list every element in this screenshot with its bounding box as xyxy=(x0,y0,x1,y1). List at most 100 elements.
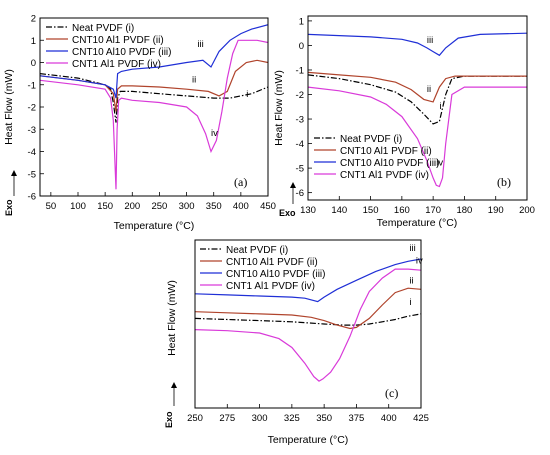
xtick-label-a-8: 450 xyxy=(260,201,276,212)
annotation-b-1: ii xyxy=(427,84,431,95)
annotation-c-0: iii xyxy=(409,243,415,254)
panel-c-label: (c) xyxy=(385,386,398,400)
xtick-label-b-0: 130 xyxy=(300,205,316,216)
xtick-label-c-7: 425 xyxy=(413,413,429,424)
legend-b-0-label: Neat PVDF (i) xyxy=(340,134,402,145)
panel-c-frame xyxy=(194,239,422,409)
annotation-b-3: iv xyxy=(436,158,443,169)
legend-c-1-label: CNT10 Al1 PVDF (ii) xyxy=(226,257,318,268)
panel-b-frame xyxy=(307,15,528,201)
xtick-label-b-7: 200 xyxy=(519,205,535,216)
panel-a-xlabel: Temperature (°C) xyxy=(114,220,195,232)
series-b-3 xyxy=(308,86,527,188)
xtick-label-a-3: 200 xyxy=(124,201,140,212)
series-b-1 xyxy=(308,71,527,103)
annotation-a-2: i xyxy=(246,89,248,100)
annotation-a-0: iii xyxy=(197,39,203,50)
panel-a-ticks: 50 100 150 200 250 300 350 400 450 -6 -5 -4 -3 -2 -1 0 1… xyxy=(28,14,276,213)
xtick-label-b-1: 140 xyxy=(331,205,347,216)
panel-c-series xyxy=(195,258,421,382)
ytick-label-a-8: 2 xyxy=(31,14,36,25)
legend-a-3-label: CNT1 Al1 PVDF (iv) xyxy=(72,59,161,70)
legend-c-0-label: Neat PVDF (i) xyxy=(226,245,288,256)
xtick-label-c-3: 325 xyxy=(284,413,300,424)
xtick-label-a-7: 400 xyxy=(233,201,249,212)
panel-a-exo: Exo xyxy=(4,170,17,216)
series-c-1 xyxy=(195,287,421,330)
xtick-label-b-2: 150 xyxy=(363,205,379,216)
ytick-label-a-6: 0 xyxy=(31,58,36,69)
annotation-a-1: ii xyxy=(192,75,196,86)
panel-b-exo: Exo xyxy=(279,182,296,218)
legend-a-1-label: CNT10 Al1 PVDF (ii) xyxy=(72,35,164,46)
panel-a-exo-text: Exo xyxy=(4,199,14,216)
panel-b-exo-text: Exo xyxy=(279,208,296,218)
ytick-label-a-0: -6 xyxy=(28,192,36,203)
legend-c-2-label: CNT10 Al10 PVDF (iii) xyxy=(226,269,325,280)
annotation-c-3: i xyxy=(409,297,411,308)
panel-b-series xyxy=(308,32,527,188)
xtick-label-c-4: 350 xyxy=(316,413,332,424)
ytick-label-a-1: -5 xyxy=(28,169,36,180)
xtick-label-a-6: 350 xyxy=(206,201,222,212)
panel-b-ylabel: Heat Flow (mW) xyxy=(273,70,285,146)
legend-a-2-label: CNT10 Al10 PVDF (iii) xyxy=(72,47,171,58)
legend-c-3-label: CNT1 Al1 PVDF (iv) xyxy=(226,281,315,292)
ytick-label-a-2: -4 xyxy=(28,147,36,158)
xtick-label-c-0: 250 xyxy=(187,413,203,424)
series-c-0 xyxy=(195,313,421,326)
annotation-a-3: iv xyxy=(211,128,218,139)
panel-a-exo-arrowhead xyxy=(11,170,17,176)
series-a-0 xyxy=(40,73,268,123)
annotation-b-2: i xyxy=(439,101,441,112)
panel-a-frame xyxy=(39,17,269,197)
xtick-label-a-0: 50 xyxy=(46,201,57,212)
xtick-label-a-5: 300 xyxy=(179,201,195,212)
legend-b-1-label: CNT10 Al1 PVDF (ii) xyxy=(340,146,432,157)
xtick-label-b-4: 170 xyxy=(425,205,441,216)
ytick-label-b-0: -6 xyxy=(296,188,304,199)
panel-c-exo-arrowhead xyxy=(171,382,177,388)
series-a-2 xyxy=(40,24,268,99)
panel-c-exo: Exo xyxy=(164,382,177,428)
ytick-label-b-2: -4 xyxy=(296,139,304,150)
panel-a-legend: Neat PVDF (i) CNT10 Al1 PVDF (ii) CNT10 … xyxy=(46,23,171,70)
xtick-label-a-4: 250 xyxy=(151,201,167,212)
ytick-label-b-6: 0 xyxy=(299,41,304,52)
xtick-label-c-6: 400 xyxy=(381,413,397,424)
ytick-label-a-3: -3 xyxy=(28,125,36,136)
panel-b-label: (b) xyxy=(497,175,511,189)
xtick-label-c-1: 275 xyxy=(219,413,235,424)
series-c-2 xyxy=(195,258,421,303)
panel-c-exo-text: Exo xyxy=(164,411,174,428)
panel-c-legend: Neat PVDF (i) CNT10 Al1 PVDF (ii) CNT10 … xyxy=(200,245,325,292)
ytick-label-b-1: -5 xyxy=(296,164,304,175)
annotation-c-1: iv xyxy=(416,256,423,267)
series-b-2 xyxy=(308,32,527,57)
annotation-c-2: ii xyxy=(409,276,413,287)
panel-a-ylabel: Heat Flow (mW) xyxy=(3,69,15,145)
legend-b-2-label: CNT10 Al10 PVDF (iii) xyxy=(340,158,439,169)
panel-b-ticks: 130 140 150 160 170 180 190 200 -6 -5 -4 -3 -2 -1 0 1 xyxy=(296,16,535,216)
ytick-label-b-3: -3 xyxy=(296,115,304,126)
panel-c-xlabel: Temperature (°C) xyxy=(268,434,349,446)
ytick-label-a-5: -1 xyxy=(28,80,36,91)
panel-b-legend: Neat PVDF (i) CNT10 Al1 PVDF (ii) CNT10 … xyxy=(314,134,439,181)
panel-b-xlabel: Temperature (°C) xyxy=(377,217,458,229)
panel-a: 50 100 150 200 250 300 350 400 450 -6 -5 -4 -3 -2 -1 0 1… xyxy=(3,14,276,233)
xtick-label-c-2: 300 xyxy=(252,413,268,424)
panel-c-ticks: 250 275 300 325 350 375 400 425 xyxy=(187,404,429,424)
panel-c-ylabel: Heat Flow (mW) xyxy=(166,280,178,356)
series-a-1 xyxy=(40,59,268,112)
xtick-label-b-3: 160 xyxy=(394,205,410,216)
legend-b-3-label: CNT1 Al1 PVDF (iv) xyxy=(340,170,429,181)
panel-c: 250 275 300 325 350 375 400 425 (c) Temperature… xyxy=(164,239,429,446)
xtick-label-b-6: 190 xyxy=(488,205,504,216)
ytick-label-a-4: -2 xyxy=(28,103,36,114)
panel-a-label: (a) xyxy=(234,175,247,189)
panel-b: 130 140 150 160 170 180 190 200 -6 -5 -4 -3 -2 -1 0 1 (… xyxy=(273,15,535,229)
